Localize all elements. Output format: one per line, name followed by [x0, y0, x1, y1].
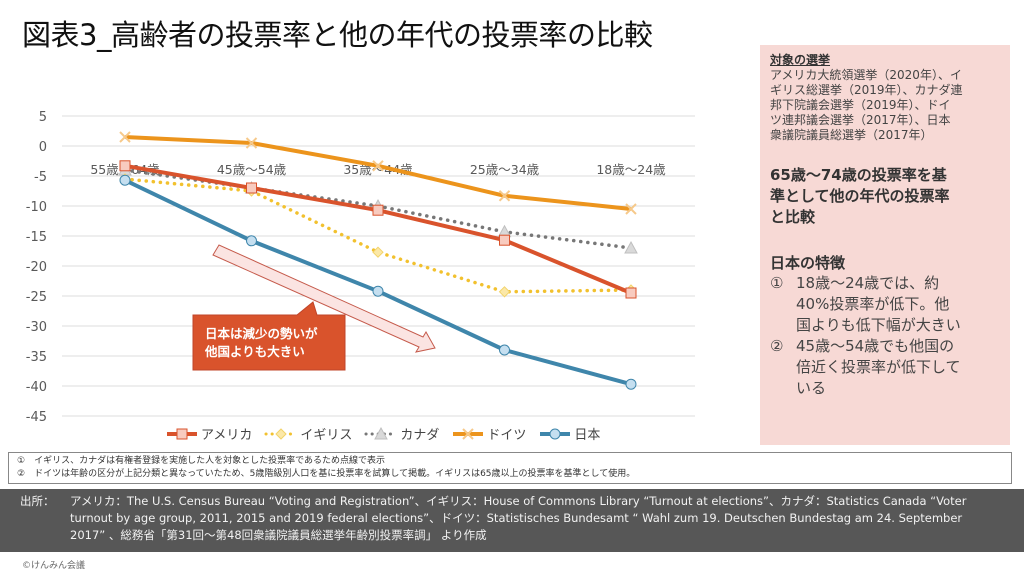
legend-label: 日本 — [574, 428, 601, 443]
item-number: ② — [770, 337, 784, 355]
y-tick-label: -25 — [26, 290, 47, 305]
data-point — [625, 378, 637, 390]
text-line: 18歳～24歳では、約 — [796, 274, 940, 292]
text-line: 40%投票率が低下。他 — [796, 295, 950, 313]
annotation-line-2: 他国よりも大きい — [204, 344, 305, 359]
data-point — [374, 426, 389, 439]
text-line: 65歳～74歳の投票率を基 — [770, 166, 947, 184]
footnote-1: ① イギリス、カナダは有権者登録を実施した人を対象とした投票率であるため点線で表… — [17, 456, 385, 466]
legend-item: イギリス — [264, 424, 352, 443]
y-tick-label: -35 — [26, 350, 47, 365]
footnotes: ① イギリス、カナダは有権者登録を実施した人を対象とした投票率であるため点線で表… — [8, 452, 1012, 484]
legend-item: ドイツ — [451, 424, 526, 443]
y-tick-label: -5 — [34, 170, 47, 185]
feature-item-2: ② 45歳～54歳でも他国の 倍近く投票率が低下して いる — [770, 336, 1000, 399]
legend-swatch — [453, 427, 484, 440]
x-category-label: 18歳～24歳 — [596, 162, 666, 177]
y-tick-label: -45 — [26, 410, 47, 425]
legend-label: アメリカ — [201, 428, 253, 443]
y-tick-label: -15 — [26, 230, 47, 245]
text-line: ツ連邦議会選挙（2017年）、日本 — [770, 113, 951, 127]
text-line: 邦下院議会選挙（2019年）、ドイ — [770, 98, 951, 112]
y-tick-label: -30 — [26, 320, 47, 335]
annotation-line-1: 日本は減少の勢いが — [205, 326, 318, 341]
data-point — [372, 204, 384, 216]
comparison-basis: 65歳～74歳の投票率を基 準として他の年代の投票率 と比較 — [770, 165, 1000, 228]
y-tick-label: -20 — [26, 260, 47, 275]
legend-swatch — [540, 428, 571, 439]
item-number: ① — [770, 274, 784, 292]
data-point — [245, 137, 258, 149]
legend-item: カナダ — [364, 424, 439, 443]
data-point — [119, 160, 131, 172]
page-title: 図表3_高齢者の投票率と他の年代の投票率の比較 — [22, 18, 653, 52]
x-category-label: 35歳～44歳 — [343, 162, 413, 177]
line-chart: 50-5-10-15-20-25-30-35-40-45 55歳～64歳45歳～… — [26, 110, 695, 425]
data-point — [498, 190, 511, 202]
data-point — [246, 182, 257, 194]
target-elections-text: アメリカ大統領選挙（2020年）、イ ギリス総選挙（2019年）、カナダ連 邦下… — [770, 68, 1000, 143]
data-point — [372, 160, 384, 172]
source-line-2: turnout by age group, 2011, 2015 and 201… — [70, 511, 963, 525]
text-line: 国よりも低下幅が大きい — [796, 316, 961, 334]
trend-arrow — [212, 244, 436, 353]
source-box: 出所： アメリカ：The U.S. Census Bureau “Voting … — [0, 489, 1024, 552]
y-tick-label: 5 — [39, 110, 47, 125]
data-point — [624, 240, 638, 254]
text-line: 準として他の年代の投票率 — [770, 187, 950, 205]
data-point — [499, 234, 510, 246]
series-line — [123, 177, 633, 294]
source-line-1: アメリカ：The U.S. Census Bureau “Voting and … — [70, 494, 967, 508]
data-point — [498, 286, 511, 298]
data-point — [176, 428, 188, 439]
legend-swatch — [264, 427, 298, 440]
text-line: と比較 — [770, 208, 816, 226]
legend-label: カナダ — [400, 428, 440, 443]
data-point — [372, 285, 384, 297]
data-point — [625, 287, 637, 299]
legend-item: 日本 — [538, 424, 600, 443]
info-panel: 対象の選挙 アメリカ大統領選挙（2020年）、イ ギリス総選挙（2019年）、カ… — [760, 45, 1010, 445]
text-line: 衆議院議員総選挙（2017年） — [770, 128, 933, 142]
data-point — [462, 427, 475, 440]
data-point — [372, 246, 384, 258]
data-point — [275, 427, 288, 440]
text-line: 45歳～54歳でも他国の — [796, 337, 955, 355]
annotation-callout: 日本は減少の勢いが 他国よりも大きい — [192, 301, 346, 371]
feature-item-1: ① 18歳～24歳では、約 40%投票率が低下。他 国よりも低下幅が大きい — [770, 273, 1000, 336]
data-point — [119, 174, 131, 186]
legend-label: イギリス — [300, 428, 353, 443]
text-line: ギリス総選挙（2019年）、カナダ連 — [770, 83, 963, 97]
series-line — [124, 163, 632, 295]
legend-swatch — [364, 426, 398, 439]
source-label: 出所： — [20, 494, 55, 508]
legend-label: ドイツ — [487, 428, 527, 443]
y-tick-label: -40 — [26, 380, 47, 395]
text-line: 倍近く投票率が低下して — [796, 358, 961, 376]
x-category-label: 45歳～54歳 — [217, 162, 287, 177]
source-line-3: 2017” 、総務省「第31回～第48回衆議院議員総選挙年齢別投票率調」 より作… — [70, 528, 487, 542]
legend-item: アメリカ — [165, 424, 252, 443]
data-point — [549, 428, 561, 439]
footnote-2: ② ドイツは年齢の区分が上記分類と異なっていたため、5歳階級別人口を基に投票率を… — [17, 469, 636, 479]
copyright: ©けんみん会議 — [22, 561, 86, 571]
japan-features-heading: 日本の特徴 — [770, 254, 846, 272]
data-point — [119, 131, 131, 143]
data-point — [246, 235, 257, 247]
x-category-label: 25歳～34歳 — [470, 162, 540, 177]
chart-legend: アメリカ イギリス カナダ ドイツ 日本 — [165, 424, 600, 443]
text-line: いる — [796, 379, 827, 397]
data-point — [499, 344, 510, 356]
text-line: アメリカ大統領選挙（2020年）、イ — [770, 68, 962, 82]
y-tick-label: -10 — [26, 200, 47, 215]
data-point — [625, 203, 637, 215]
y-tick-label: 0 — [39, 140, 47, 155]
target-elections-heading: 対象の選挙 — [770, 53, 831, 67]
legend-swatch — [167, 428, 197, 439]
